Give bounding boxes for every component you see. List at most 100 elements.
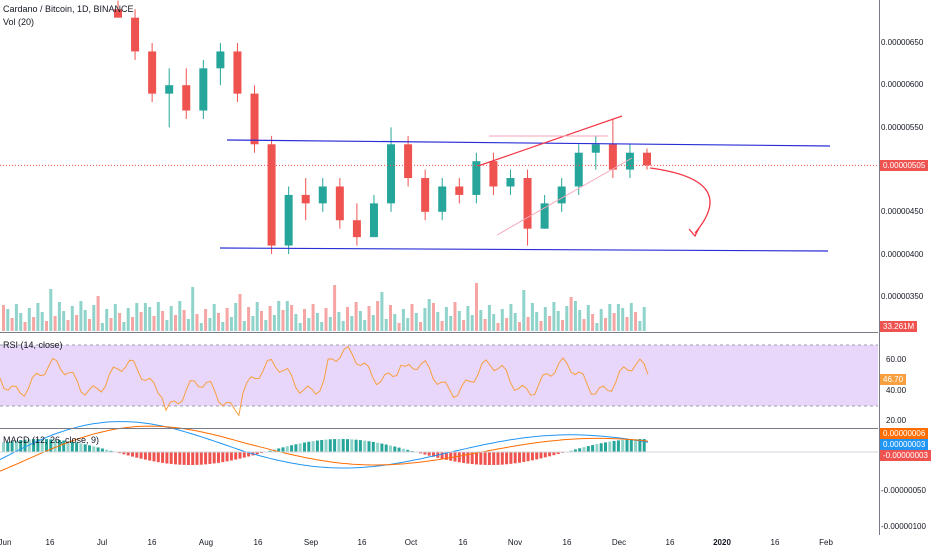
candle-body: [404, 144, 413, 179]
volume-bar: [475, 283, 478, 331]
volume-bar: [389, 305, 392, 331]
volume-bar: [410, 304, 414, 331]
candle-body: [114, 9, 122, 18]
volume-bar: [591, 314, 595, 331]
macd-histogram-bar: [6, 441, 10, 452]
volume-bar: [70, 306, 74, 331]
time-axis-label: Aug: [198, 538, 214, 547]
macd-histogram-bar: [178, 452, 182, 465]
volume-bar: [371, 315, 375, 331]
macd-histogram-bar: [320, 439, 324, 452]
price-tick: 0.00000350: [881, 292, 924, 301]
volume-bar: [535, 312, 539, 331]
candle-body: [472, 161, 481, 195]
volume-bar: [83, 310, 87, 331]
volume-bar: [346, 307, 349, 331]
macd-histogram-bar: [242, 452, 246, 458]
macd-histogram-bar: [578, 448, 582, 452]
macd-histogram-bar: [337, 439, 341, 452]
volume-bar: [195, 314, 199, 331]
macd-histogram-bar: [290, 445, 294, 452]
macd-histogram-bar: [354, 439, 358, 452]
pane-separator[interactable]: [0, 428, 878, 429]
symbol-legend[interactable]: Cardano / Bitcoin, 1D, BINANCE: [3, 4, 134, 14]
rsi-legend[interactable]: RSI (14, close): [3, 340, 63, 350]
macd-histogram-bar: [23, 439, 27, 452]
volume-bar: [92, 305, 96, 331]
volume-bar: [479, 310, 483, 331]
macd-histogram-bar: [152, 452, 156, 462]
macd-histogram-bar: [505, 452, 509, 465]
macd-histogram-bar: [535, 452, 539, 460]
candle-body: [216, 51, 225, 69]
time-axis-label: 16: [562, 538, 572, 547]
time-axis-label: 16: [770, 538, 780, 547]
macd-histogram-bar: [582, 447, 586, 452]
volume-bar: [466, 306, 470, 331]
macd-histogram-bar: [161, 452, 165, 463]
macd-histogram-bar: [612, 440, 616, 452]
volume-bar: [462, 320, 466, 331]
price-tick: 0.00000550: [881, 123, 924, 132]
macd-histogram-bar: [221, 452, 225, 463]
volume-bar: [337, 312, 341, 331]
volume-bar: [156, 302, 160, 331]
volume-bar: [178, 301, 182, 331]
volume-bar: [406, 318, 410, 331]
histogram-badge: -0.00000003: [880, 450, 931, 461]
macd-histogram-bar: [281, 447, 285, 452]
volume-bar: [522, 290, 526, 331]
macd-legend[interactable]: MACD (12, 26, close, 9): [3, 435, 100, 445]
support-trendline: [219, 247, 829, 252]
macd-histogram-bar: [384, 444, 388, 452]
volume-bar: [199, 323, 203, 331]
volume-bar: [131, 317, 134, 331]
volume-bar: [328, 317, 332, 331]
macd-histogram-bar: [389, 445, 392, 452]
volume-bar: [509, 304, 513, 331]
macd-tick: -0.00000050: [881, 486, 926, 495]
volume-bar: [260, 311, 263, 331]
pane-separator[interactable]: [0, 332, 878, 333]
volume-bar: [565, 306, 569, 331]
candle-body: [489, 161, 498, 187]
volume-bar: [487, 305, 491, 331]
volume-bar: [354, 302, 358, 331]
macd-histogram-bar: [328, 439, 332, 452]
volume-legend[interactable]: Vol (20): [3, 17, 35, 27]
volume-bar: [32, 317, 36, 331]
candle-body: [250, 93, 259, 145]
time-axis-label: Jun: [0, 538, 12, 547]
volume-bar: [303, 309, 306, 331]
volume-bar: [217, 313, 220, 331]
macd-histogram-bar: [556, 452, 560, 455]
volume-bar: [122, 322, 126, 331]
rsi-line: [0, 346, 649, 417]
time-axis-label: Nov: [507, 538, 523, 547]
volume-bar: [638, 321, 642, 331]
macd-histogram-bar: [625, 439, 629, 452]
volume-bar: [427, 299, 431, 331]
volume-bar: [238, 294, 242, 331]
macd-histogram-bar: [143, 452, 147, 460]
volume-bar: [432, 303, 435, 331]
macd-histogram-bar: [191, 452, 195, 465]
volume-bar: [307, 318, 311, 331]
volume-bar: [281, 310, 285, 331]
macd-histogram-bar: [307, 441, 311, 452]
volume-bar: [539, 321, 543, 331]
time-axis-label: Sep: [303, 538, 319, 547]
macd-histogram-bar: [530, 452, 534, 461]
volume-bar: [19, 313, 23, 331]
candle-body: [540, 203, 549, 229]
time-axis-label: Feb: [819, 538, 833, 547]
macd-histogram-bar: [294, 444, 298, 452]
volume-bar: [315, 313, 319, 331]
macd-histogram-bar: [40, 439, 44, 452]
volume-bar: [414, 313, 418, 331]
macd-histogram-bar: [10, 441, 14, 452]
macd-histogram-bar: [440, 452, 444, 459]
volume-bar: [393, 314, 397, 331]
rsi-band: [0, 345, 878, 406]
